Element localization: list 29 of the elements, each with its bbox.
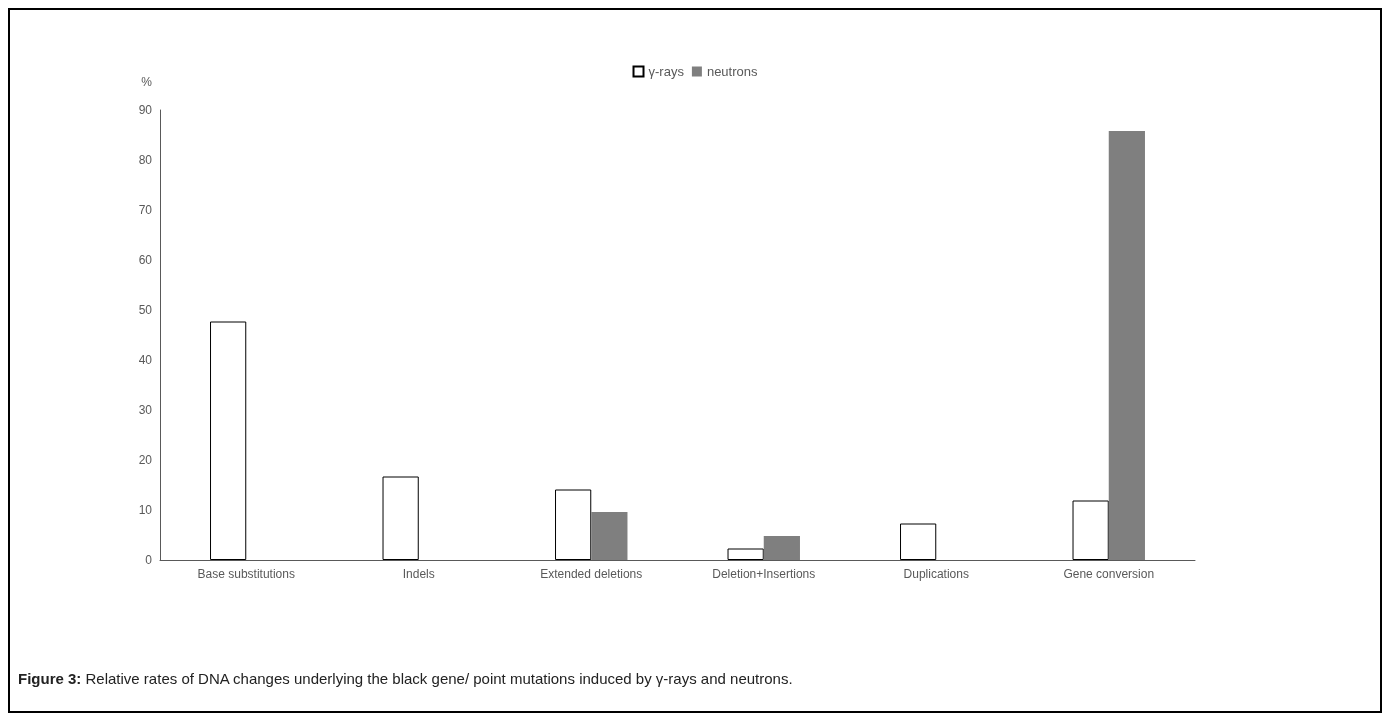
x-tick-label: Deletion+Insertions	[712, 567, 816, 581]
x-tick-label: Base substitutions	[197, 567, 295, 581]
y-tick-label: 70	[138, 203, 153, 217]
y-tick-label: 20	[138, 453, 153, 467]
y-tick-label: 60	[138, 253, 153, 267]
y-tick-label: 80	[138, 153, 153, 167]
legend-label: neutrons	[706, 64, 758, 79]
y-axis-title: %	[141, 75, 153, 89]
x-tick-label: Duplications	[903, 567, 969, 581]
x-tick-label: Gene conversion	[1063, 567, 1155, 581]
x-tick-label: Indels	[402, 567, 435, 581]
y-tick-label: 10	[138, 503, 153, 517]
caption: Figure 3: Relative rates of DNA changes underlying the black gene/ point mutations induced by γ-rays and neutrons.	[18, 670, 793, 687]
bar	[1108, 131, 1145, 560]
y-tick-label: 40	[138, 353, 153, 367]
y-tick-label: 0	[145, 553, 153, 567]
bar	[1072, 500, 1109, 560]
bar	[727, 548, 764, 560]
x-tick-label: Extended deletions	[540, 567, 643, 581]
bar	[591, 512, 628, 560]
bar	[763, 536, 800, 560]
bar	[382, 476, 419, 560]
bar	[210, 321, 247, 560]
legend-label: γ-rays	[648, 64, 685, 79]
y-tick-label: 30	[138, 403, 153, 417]
y-tick-label: 90	[138, 103, 153, 117]
y-tick-label: 50	[138, 303, 153, 317]
bar	[900, 523, 937, 560]
bar	[555, 489, 592, 560]
